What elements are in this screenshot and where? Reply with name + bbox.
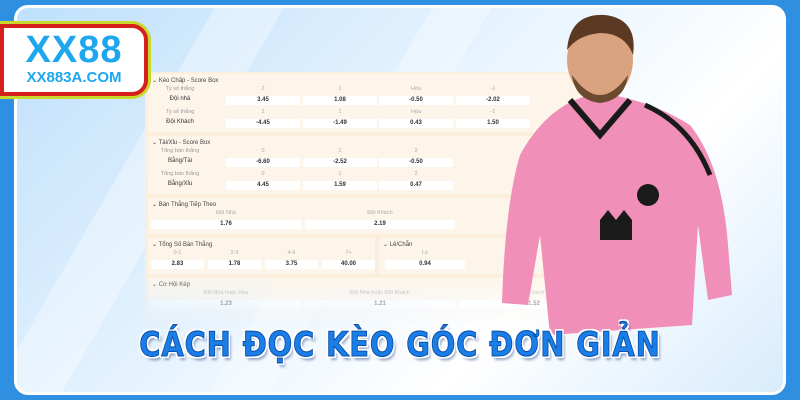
- column-header: -1: [490, 86, 496, 92]
- logo-text: XX88: [25, 29, 123, 71]
- row-header-label: Tổng bàn thắng: [160, 171, 200, 177]
- odds-cell[interactable]: -2.02: [456, 96, 530, 105]
- column-header: 1: [338, 86, 342, 92]
- odds-cell[interactable]: 40.00: [322, 260, 375, 269]
- section-title[interactable]: ⌄ Kèo Chấp - Score Box: [152, 78, 219, 84]
- odds-cell[interactable]: 1.23: [151, 300, 301, 309]
- row-header-label: Tổng bàn thắng: [160, 148, 200, 154]
- column-header: 7+: [345, 250, 352, 256]
- section-title[interactable]: ⌄ Bàn Thắng Tiếp Theo: [152, 202, 217, 208]
- odds-cell[interactable]: -2.52: [303, 158, 377, 167]
- odds-cell[interactable]: 1.50: [456, 119, 530, 128]
- column-header: Đội Khách h: [519, 290, 549, 296]
- column-header: 2: [414, 171, 418, 177]
- column-header: Hòa: [410, 86, 422, 92]
- odds-cell[interactable]: 4.45: [226, 181, 300, 190]
- section-title[interactable]: ⌄ Tài/Xỉu - Score Box: [152, 140, 211, 146]
- odds-cell[interactable]: 0.47: [379, 181, 453, 190]
- odds-cell[interactable]: -0.50: [379, 96, 453, 105]
- column-header: -1: [490, 109, 496, 115]
- logo-domain: XX883A.COM: [26, 69, 122, 86]
- odds-cell[interactable]: 1.08: [303, 96, 377, 105]
- football-player-image: [502, 14, 732, 335]
- column-header: 0: [261, 148, 265, 154]
- odds-cell[interactable]: 1.78: [208, 260, 261, 269]
- column-header: 1: [338, 148, 342, 154]
- section-title[interactable]: ⌄ Lẻ/Chẵn: [383, 242, 413, 248]
- odds-cell[interactable]: 0.43: [379, 119, 453, 128]
- odds-cell[interactable]: 3.75: [265, 260, 318, 269]
- odds-cell[interactable]: 2.19: [305, 220, 455, 229]
- section-title[interactable]: ⌄ Tổng Số Bàn Thắng: [152, 242, 213, 248]
- odds-cell[interactable]: 1.59: [303, 181, 377, 190]
- row-header-label: Tỷ số thắng: [165, 86, 195, 92]
- column-header: 1: [338, 171, 342, 177]
- odds-cell[interactable]: -0.50: [379, 158, 453, 167]
- column-header: Đội Nhà: [216, 210, 236, 216]
- row-label: Bằng/Tài: [167, 158, 192, 164]
- column-header: Đội Nhà hoặc Hòa: [203, 290, 249, 296]
- column-header: Đội Khách: [367, 210, 393, 216]
- brand-logo: XX88 XX883A.COM: [0, 24, 148, 96]
- odds-cell[interactable]: 2.83: [151, 260, 204, 269]
- odds-cell[interactable]: -6.60: [226, 158, 300, 167]
- row-label: Bằng/Xỉu: [167, 181, 193, 187]
- odds-cell[interactable]: -4.45: [226, 119, 300, 128]
- odds-cell[interactable]: 3.45: [226, 96, 300, 105]
- odds-cell[interactable]: -1.49: [303, 119, 377, 128]
- column-header: 2: [414, 148, 418, 154]
- odds-cell[interactable]: 1.52: [459, 300, 609, 309]
- odds-cell[interactable]: 0.94: [385, 260, 465, 269]
- row-label: Đội Khách: [166, 119, 194, 125]
- row-label: Đội nhà: [169, 96, 191, 102]
- odds-cell[interactable]: 1.76: [151, 220, 301, 229]
- column-header: Hòa: [410, 109, 422, 115]
- column-header: 2: [261, 86, 265, 92]
- column-header: 4-6: [287, 250, 296, 256]
- row-header-label: Tỷ số thắng: [165, 109, 195, 115]
- column-header: 0: [261, 171, 265, 177]
- banner-title: CÁCH ĐỌC KÈO GÓC ĐƠN GIẢN: [139, 325, 661, 366]
- section-title[interactable]: ⌄ Cơ Hội Kép: [152, 282, 190, 288]
- column-header: 2-3: [230, 250, 239, 256]
- column-header: Đội Nhà hoặc Đội Khách: [349, 290, 411, 296]
- column-header: 1: [338, 109, 342, 115]
- column-header: Lẻ: [421, 250, 429, 256]
- odds-cell[interactable]: 1.21: [305, 300, 455, 309]
- column-header: 2: [261, 109, 265, 115]
- column-header: 0-1: [173, 250, 182, 256]
